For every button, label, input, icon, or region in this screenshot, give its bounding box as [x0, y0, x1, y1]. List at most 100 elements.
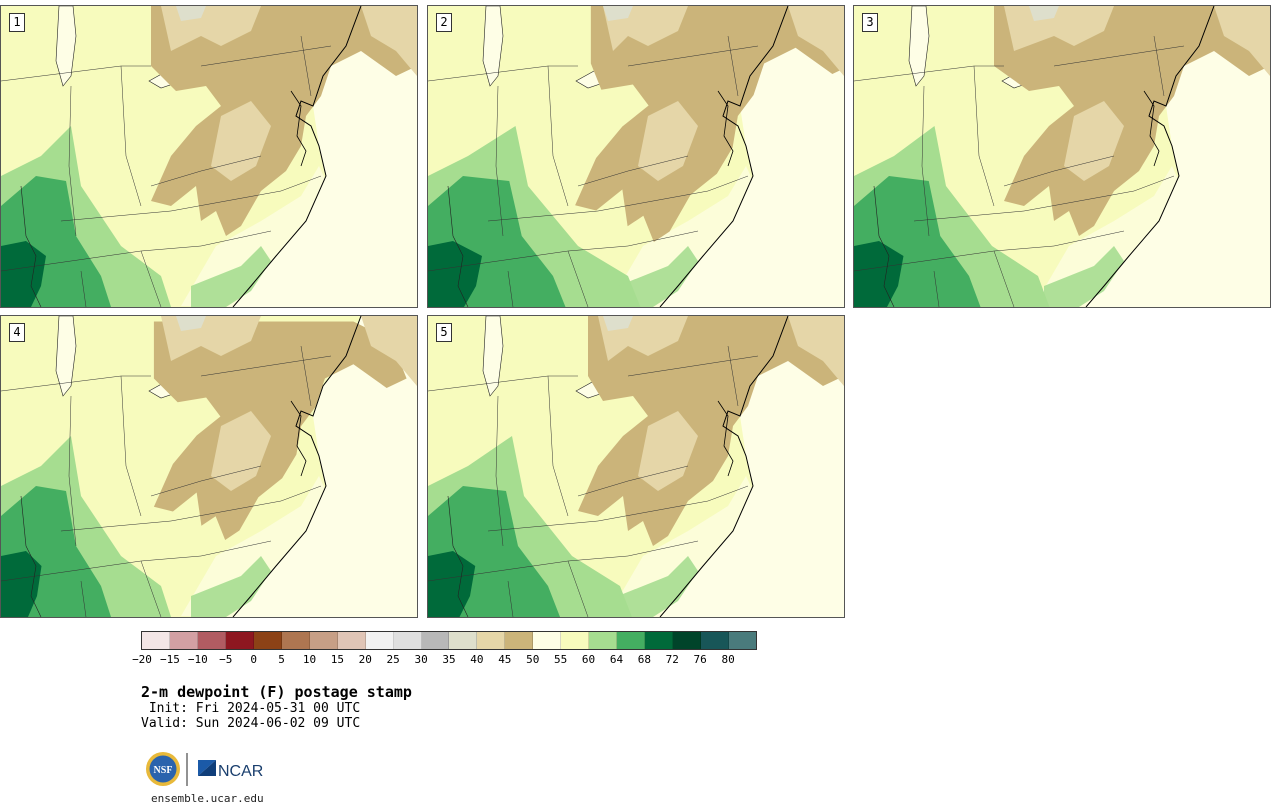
colorbar-swatch	[337, 632, 366, 649]
coastline	[659, 6, 789, 307]
coastline	[232, 316, 362, 617]
ensemble-member-panel-5: 5	[427, 315, 845, 618]
lake-michigan	[482, 316, 504, 397]
colorbar-tick-labels: −20 −15 −10 −5 0 5 10 15 20 25 30 35 40 45 50 55 60 64 68 7…	[132, 653, 757, 667]
state-border	[1053, 45, 1185, 67]
dewpoint-map-5	[428, 316, 844, 617]
state-border	[921, 85, 930, 237]
state-border	[140, 560, 162, 617]
member-label-4: 4	[9, 323, 25, 342]
colorbar-swatch	[365, 632, 394, 649]
colorbar-tick-label: 68	[637, 653, 651, 666]
lake-michigan	[55, 316, 77, 397]
colorbar-tick-label: 0	[250, 653, 257, 666]
colorbar-swatch	[561, 632, 590, 649]
state-border	[854, 230, 1125, 272]
member-label-5: 5	[436, 323, 452, 342]
moist-dark-region	[428, 551, 476, 617]
state-border	[120, 375, 142, 517]
state-border	[577, 465, 689, 497]
state-border	[507, 270, 514, 307]
dewpoint-map-1	[1, 6, 417, 307]
coastal-moist-region	[191, 246, 271, 307]
dry-air-region	[994, 6, 1270, 236]
state-border	[913, 175, 1175, 222]
state-border	[1, 540, 272, 582]
coastal-moist-region	[191, 556, 271, 617]
ncar-logo-text: NCAR	[218, 763, 263, 780]
ensemble-member-panel-1: 1	[0, 5, 418, 308]
ensemble-member-panel-2: 2	[427, 5, 845, 308]
colorbar-tick-label: 40	[470, 653, 484, 666]
colorbar-swatch	[421, 632, 450, 649]
dry-gray-patch	[1029, 6, 1059, 21]
colorbar-tick-label: 20	[358, 653, 372, 666]
dry-gray-patch	[603, 6, 633, 21]
colorbar-tick-label: 35	[442, 653, 456, 666]
state-border	[993, 250, 1015, 307]
init-time: Init: Fri 2024-05-31 00 UTC	[141, 701, 361, 716]
state-border	[487, 485, 749, 532]
colorbar-swatch	[281, 632, 310, 649]
colorbar-tick-label: 5	[278, 653, 285, 666]
coastline	[1085, 6, 1215, 307]
colorbar-swatch	[673, 632, 702, 649]
colorbar-swatch	[169, 632, 198, 649]
state-border	[428, 540, 699, 582]
dry-light-ridge	[1064, 101, 1124, 181]
colorbar-tick-label: 60	[581, 653, 596, 666]
coastal-moist-region	[618, 556, 698, 617]
coastal-plain	[608, 476, 753, 617]
bay-coastline	[1143, 90, 1160, 167]
nsf-logo-text: NSF	[154, 765, 173, 776]
colorbar-swatch	[253, 632, 282, 649]
dewpoint-colorbar	[141, 631, 757, 650]
colorbar-tick-label: 72	[665, 653, 679, 666]
bay-coastline	[717, 400, 734, 477]
state-border	[547, 375, 569, 517]
state-border	[140, 250, 162, 307]
river-line	[447, 185, 469, 307]
state-border	[577, 155, 689, 187]
colorbar-tick-label: −20	[132, 653, 152, 666]
site-url: ensemble.ucar.edu	[151, 792, 264, 805]
river-line	[873, 185, 895, 307]
state-border	[1153, 35, 1165, 97]
state-border	[547, 65, 569, 207]
state-border	[200, 45, 332, 67]
state-border	[300, 35, 312, 97]
dewpoint-map-3	[854, 6, 1270, 307]
coastal-moist-region	[1044, 246, 1124, 307]
ensemble-member-panel-3: 3	[853, 5, 1271, 308]
bay-coastline	[717, 90, 734, 167]
member-label-3: 3	[862, 13, 878, 32]
state-border	[627, 45, 759, 67]
colorbar-tick-label: 25	[386, 653, 400, 666]
colorbar-swatch	[197, 632, 226, 649]
coastal-plain	[181, 166, 326, 307]
colorbar-tick-label: 10	[302, 653, 317, 666]
valid-time: Valid: Sun 2024-06-02 09 UTC	[141, 716, 361, 731]
state-border	[495, 85, 504, 237]
sponsor-logos: NSF NCAR	[146, 752, 263, 786]
colorbar-tick-label: 80	[721, 653, 735, 666]
coastline	[659, 316, 789, 617]
colorbar-swatch	[393, 632, 422, 649]
lake-michigan	[55, 6, 77, 87]
colorbar-swatch	[729, 632, 756, 649]
coastal-moist-region	[618, 246, 698, 307]
colorbar-swatch	[617, 632, 646, 649]
dry-air-region	[575, 6, 844, 242]
river-line	[20, 495, 42, 617]
colorbar-tick-label: 64	[609, 653, 624, 666]
coastline	[232, 6, 362, 307]
colorbar-swatch	[645, 632, 674, 649]
state-border	[80, 270, 87, 307]
dry-light-northeast	[361, 316, 417, 386]
colorbar-swatch	[309, 632, 338, 649]
product-title: 2-m dewpoint (F) postage stamp	[141, 683, 412, 701]
colorbar-tick-label: 55	[554, 653, 568, 666]
member-label-2: 2	[436, 13, 452, 32]
state-border	[1003, 155, 1115, 187]
bay-coastline	[290, 90, 307, 167]
